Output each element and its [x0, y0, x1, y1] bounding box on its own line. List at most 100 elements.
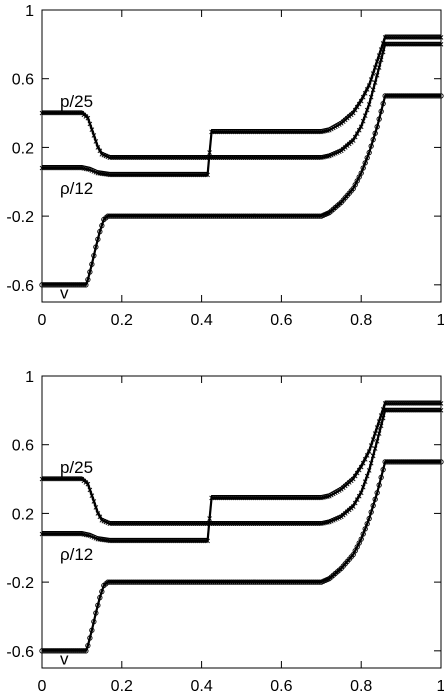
- data-point: [217, 521, 222, 527]
- data-point: [55, 165, 61, 171]
- data-point: [143, 538, 149, 544]
- data-point: [223, 521, 228, 527]
- data-point: [269, 129, 274, 135]
- data-point: [307, 495, 312, 501]
- data-point: [93, 139, 99, 144]
- data-point: [155, 538, 161, 544]
- data-point: [149, 538, 155, 544]
- data-point: [374, 124, 380, 130]
- data-point: [145, 172, 151, 178]
- data-point: [235, 495, 240, 501]
- data-point: [293, 495, 298, 501]
- data-point: [97, 514, 103, 520]
- data-point: [67, 165, 73, 171]
- data-point: [233, 129, 238, 135]
- data-point: [113, 521, 119, 527]
- data-point: [432, 42, 438, 47]
- data-point: [436, 459, 442, 465]
- data-point: [305, 495, 310, 501]
- data-point: [394, 408, 400, 413]
- data-point: [109, 172, 115, 178]
- data-point: [410, 408, 416, 413]
- data-point: [195, 155, 200, 161]
- data-point: [119, 538, 125, 544]
- data-point: [43, 476, 49, 482]
- data-point: [69, 110, 75, 116]
- data-point: [155, 172, 161, 178]
- data-point: [145, 538, 151, 544]
- data-point: [153, 538, 159, 544]
- data-point: [59, 531, 65, 537]
- data-point: [149, 521, 155, 527]
- data-point: [181, 172, 186, 178]
- data-point: [362, 456, 368, 462]
- data-point: [127, 172, 133, 178]
- data-point: [161, 155, 167, 161]
- data-point: [285, 521, 290, 527]
- data-point: [271, 155, 276, 161]
- data-point: [358, 464, 364, 470]
- data-point: [402, 42, 408, 47]
- data-point: [69, 476, 75, 482]
- data-point: [360, 118, 366, 124]
- data-point: [229, 129, 234, 135]
- data-point: [259, 155, 264, 161]
- data-point: [47, 531, 53, 537]
- data-point: [139, 521, 145, 527]
- data-point: [49, 531, 55, 537]
- data-point: [227, 129, 232, 135]
- data-point: [251, 129, 256, 135]
- data-point: [259, 495, 264, 501]
- data-point: [362, 526, 368, 532]
- data-point: [133, 521, 139, 527]
- data-point: [55, 476, 61, 482]
- data-point: [127, 538, 133, 544]
- data-point: [59, 165, 65, 171]
- data-point: [378, 423, 384, 429]
- data-point: [187, 538, 192, 544]
- data-point: [95, 236, 101, 242]
- data-point: [312, 495, 318, 501]
- data-point: [119, 172, 125, 178]
- data-point: [400, 401, 406, 406]
- data-point: [267, 155, 272, 161]
- data-point: [167, 172, 172, 178]
- data-point: [281, 495, 286, 501]
- y-tick-label: -0.6: [6, 278, 34, 295]
- data-point: [388, 401, 394, 406]
- data-point: [374, 490, 380, 496]
- data-point: [115, 155, 121, 161]
- data-point: [199, 155, 204, 161]
- data-point: [247, 521, 252, 527]
- data-point: [77, 531, 83, 537]
- data-point: [392, 42, 398, 47]
- data-point: [400, 42, 406, 47]
- y-tick-label: 1: [25, 3, 34, 20]
- y-tick-label: -0.2: [6, 575, 34, 592]
- data-point: [113, 155, 119, 161]
- data-point: [133, 172, 139, 178]
- data-point: [261, 521, 266, 527]
- data-point: [293, 521, 298, 527]
- data-point: [85, 643, 91, 649]
- data-point: [213, 155, 218, 161]
- data-point: [63, 476, 69, 482]
- data-point: [402, 401, 408, 406]
- data-point: [151, 521, 157, 527]
- data-point: [350, 504, 356, 509]
- data-point: [43, 165, 49, 171]
- data-point: [372, 446, 378, 451]
- data-point: [314, 521, 320, 527]
- data-point: [119, 155, 125, 161]
- data-point: [289, 495, 294, 501]
- data-point: [97, 594, 103, 601]
- data-point: [362, 90, 368, 96]
- data-point: [396, 35, 402, 40]
- data-point: [161, 172, 167, 178]
- data-point: [55, 531, 61, 537]
- data-point: [364, 473, 370, 479]
- data-point: [111, 521, 117, 527]
- data-point: [309, 521, 314, 527]
- data-point: [203, 521, 208, 527]
- data-point: [368, 460, 374, 466]
